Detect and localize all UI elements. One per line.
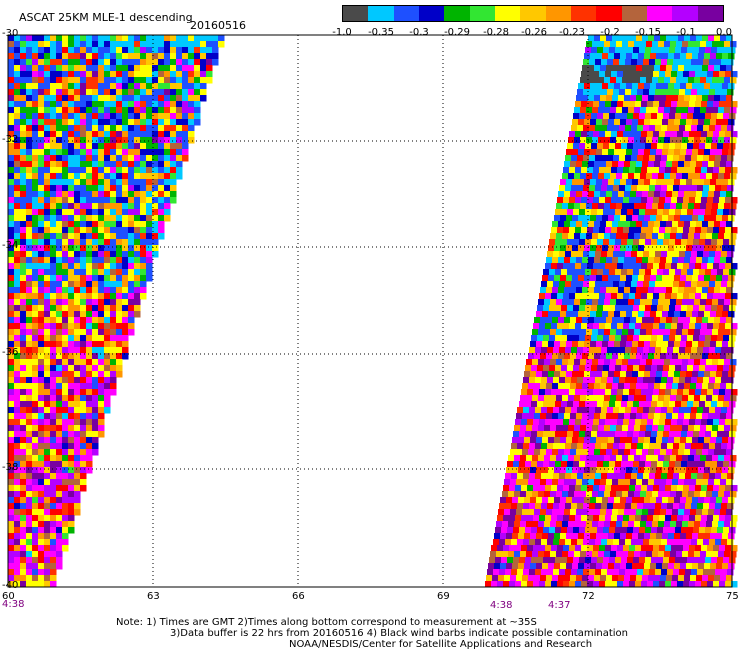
chart-date: 20160516 <box>190 19 246 32</box>
colorbar-swatch <box>393 6 419 21</box>
colorbar-tick-label: -0.3 <box>409 27 429 38</box>
colorbar-tick-label: -1.0 <box>332 27 352 38</box>
colorbar-swatch <box>494 6 521 21</box>
latitude-label: -34 <box>2 240 19 251</box>
time-right-swath-b: 4:37 <box>548 600 571 611</box>
colorbar-swatch <box>545 6 571 21</box>
longitude-label: 66 <box>292 591 305 602</box>
colorbar-tick-label: -0.23 <box>559 27 585 38</box>
longitude-label: 69 <box>437 591 450 602</box>
colorbar-tick-label: -0.15 <box>635 27 661 38</box>
colorbar-swatch <box>520 6 546 21</box>
colorbar-swatch <box>621 6 647 21</box>
colorbar-tick-label: -0.2 <box>600 27 620 38</box>
latitude-label: -36 <box>2 347 19 358</box>
colorbar-tick-label: -0.35 <box>368 27 394 38</box>
colorbar-tick-label: -0.26 <box>521 27 547 38</box>
note-line-3: NOAA/NESDIS/Center for Satellite Applica… <box>289 639 593 650</box>
colorbar-swatch <box>697 6 723 21</box>
time-right-swath-a: 4:38 <box>490 600 513 611</box>
latitude-label: -40 <box>2 580 19 591</box>
colorbar-swatch <box>343 6 369 21</box>
colorbar-swatch <box>646 6 673 21</box>
colorbar-tick-label: -0.1 <box>676 27 696 38</box>
colorbar <box>342 5 724 22</box>
colorbar-tick-label: -0.29 <box>444 27 470 38</box>
longitude-label: 63 <box>147 591 160 602</box>
note-line-2: 3)Data buffer is 22 hrs from 20160516 4)… <box>170 628 628 639</box>
colorbar-swatch <box>444 6 470 21</box>
colorbar-swatch <box>596 6 622 21</box>
note-line-1: Note: 1) Times are GMT 2)Times along bot… <box>116 617 537 628</box>
colorbar-tick-label: 0.0 <box>716 27 732 38</box>
colorbar-swatch <box>368 6 394 21</box>
latitude-label: -38 <box>2 462 19 473</box>
latitude-label: -30 <box>2 28 19 39</box>
longitude-label: 60 <box>2 591 15 602</box>
time-left-swath: 4:38 <box>2 599 25 610</box>
swath-cells <box>8 35 738 588</box>
colorbar-swatch <box>418 6 445 21</box>
latitude-label: -32 <box>2 134 19 145</box>
colorbar-swatch <box>570 6 597 21</box>
longitude-label: 75 <box>726 591 739 602</box>
colorbar-swatch <box>469 6 495 21</box>
chart-title: ASCAT 25KM MLE-1 descending <box>19 11 193 24</box>
longitude-label: 72 <box>582 591 595 602</box>
colorbar-tick-label: -0.28 <box>483 27 509 38</box>
colorbar-swatch <box>672 6 698 21</box>
